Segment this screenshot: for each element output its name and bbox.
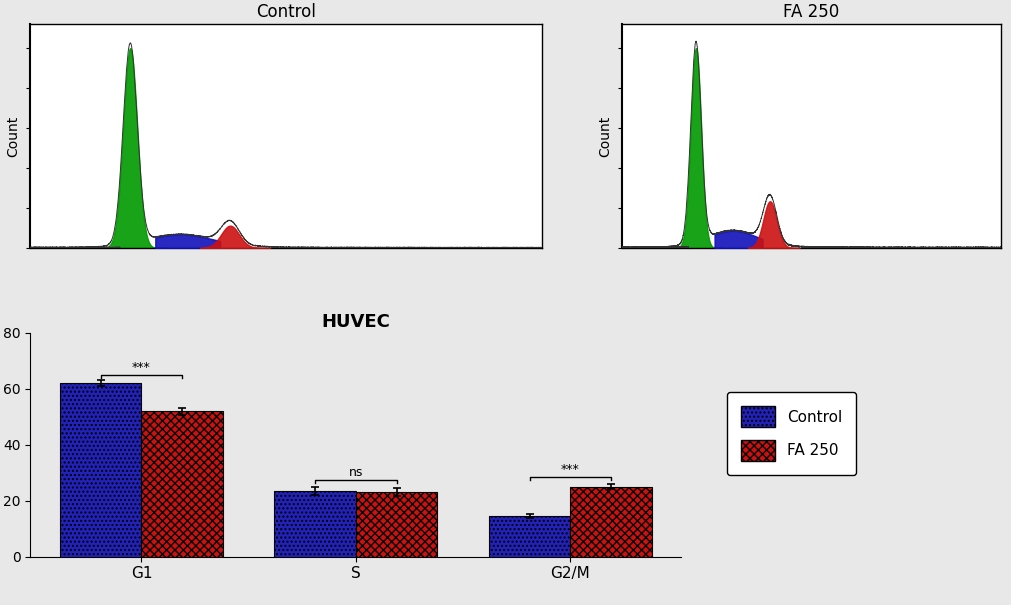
Y-axis label: Count: Count: [7, 116, 20, 157]
Y-axis label: Count: Count: [599, 116, 613, 157]
Bar: [488, 516, 570, 557]
Title: HUVEC: HUVEC: [321, 313, 390, 332]
Text: ns: ns: [349, 466, 363, 479]
Bar: [570, 486, 652, 557]
Bar: [60, 383, 142, 557]
Text: ***: ***: [132, 361, 151, 374]
Legend: Control, FA 250: Control, FA 250: [728, 392, 856, 475]
Bar: [274, 491, 356, 557]
Text: ***: ***: [561, 463, 579, 476]
Bar: [142, 411, 222, 557]
Title: Control: Control: [256, 3, 316, 21]
Bar: [356, 492, 438, 557]
Title: FA 250: FA 250: [784, 3, 839, 21]
